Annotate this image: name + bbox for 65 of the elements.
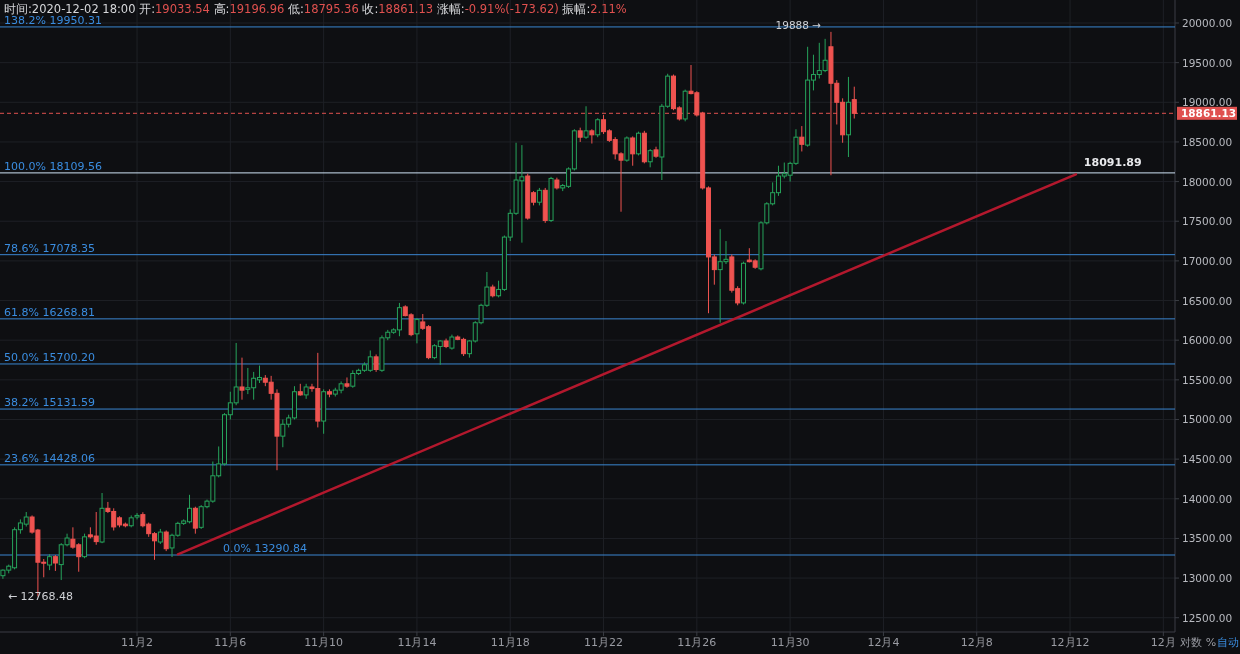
text: 对数	[1180, 636, 1202, 649]
annotation: 19888 →	[775, 18, 822, 31]
ref-line-label: 38.2% 15131.59	[4, 396, 95, 410]
y-tick-label: 15500.00	[1182, 373, 1233, 386]
annotation: 收:18861.13	[362, 2, 434, 16]
x-tick-label: 11月14	[397, 636, 437, 649]
ref-line-label: 18861.13	[1181, 107, 1237, 120]
chart-title: 时间:2020-12-02 18:00	[4, 2, 136, 16]
candlestick	[344, 376, 350, 389]
candlestick	[414, 317, 420, 344]
x-tick-label: 11月30	[770, 636, 810, 649]
x-tick-label: 11月10	[304, 636, 344, 649]
ref-line-label: 23.6% 14428.06	[4, 451, 95, 465]
x-tick-label: 12月	[1150, 636, 1176, 649]
candlestick	[799, 125, 805, 152]
x-tick-label: 11月26	[677, 636, 717, 649]
y-tick-label: 17000.00	[1182, 254, 1233, 267]
annotation: 开:19033.54	[139, 2, 210, 16]
y-tick-label: 19000.00	[1182, 96, 1233, 109]
candlestick	[624, 135, 630, 163]
ref-line-label: 100.0% 18109.56	[4, 159, 102, 173]
y-tick-label: 18500.00	[1182, 135, 1233, 148]
ref-line-label: 61.8% 16268.81	[4, 305, 95, 319]
candlestick	[82, 533, 88, 559]
annotation: 涨幅:-0.91%(-173.62)	[436, 2, 559, 16]
x-tick-label: 11月6	[214, 636, 247, 649]
y-tick-label: 16000.00	[1182, 334, 1233, 347]
ref-line-label: 78.6% 17078.35	[4, 241, 95, 255]
candlestick	[630, 135, 636, 167]
annotation: 低:18795.36	[287, 2, 359, 16]
ref-line-label: 138.2% 19950.31	[4, 13, 102, 27]
x-tick-label: 11月22	[584, 636, 624, 649]
y-tick-label: 13500.00	[1182, 532, 1233, 545]
annotation: 18091.89	[1083, 156, 1142, 170]
y-tick-label: 13000.00	[1182, 572, 1233, 585]
x-tick-label: 11月18	[490, 636, 530, 649]
candlestick	[192, 506, 198, 535]
y-tick-label: 15000.00	[1182, 413, 1233, 426]
y-tick-label: 19500.00	[1182, 56, 1233, 69]
ref-line-label: 50.0% 15700.20	[4, 350, 95, 364]
candlestick	[163, 530, 169, 552]
annotation: 高:19196.96	[213, 2, 285, 16]
ref-line-label: 0.0% 13290.84	[223, 542, 307, 556]
annotation: 振幅:2.11%	[562, 2, 627, 16]
candlestick	[647, 148, 653, 168]
x-tick-label: 11月2	[121, 636, 154, 649]
y-tick-label: 16500.00	[1182, 294, 1233, 307]
x-tick-label: 12月8	[960, 636, 993, 649]
candlestick	[636, 131, 642, 156]
x-tick-label: 12月4	[867, 636, 900, 649]
y-tick-label: 12500.00	[1182, 611, 1233, 624]
text: %	[1205, 636, 1217, 649]
candlestick	[595, 117, 601, 138]
y-tick-label: 17500.00	[1182, 215, 1233, 228]
text: 自动	[1217, 636, 1239, 649]
y-tick-label: 20000.00	[1182, 17, 1233, 29]
candlestick	[239, 357, 245, 401]
y-tick-label: 18000.00	[1182, 175, 1233, 188]
y-tick-label: 14500.00	[1182, 453, 1233, 466]
candlestick	[583, 105, 589, 140]
y-tick-label: 14000.00	[1182, 492, 1233, 505]
candlestick	[589, 128, 595, 145]
candlestick	[851, 86, 857, 120]
annotation: ← 12768.48	[7, 590, 74, 604]
x-tick-label: 12月12	[1050, 636, 1090, 649]
